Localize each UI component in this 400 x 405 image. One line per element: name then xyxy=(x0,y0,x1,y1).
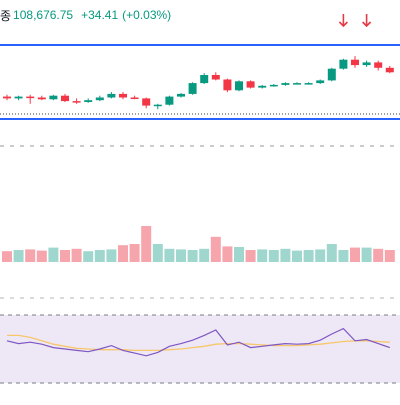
candle-body[interactable] xyxy=(304,83,313,85)
volume-bar xyxy=(199,248,210,262)
volume-bar xyxy=(164,248,175,262)
volume-bar xyxy=(187,250,198,262)
volume-bar xyxy=(118,245,128,262)
volume-bar xyxy=(373,248,384,262)
candle-body[interactable] xyxy=(327,68,336,81)
volume-bar xyxy=(25,249,36,262)
volume-bar xyxy=(245,250,256,262)
volume-bar xyxy=(292,250,302,262)
candle-body[interactable] xyxy=(72,101,81,103)
candle-body[interactable] xyxy=(385,67,394,73)
down-arrow-icon xyxy=(338,14,348,28)
candle-body[interactable] xyxy=(119,93,127,98)
candle-body[interactable] xyxy=(235,81,243,91)
volume-bar xyxy=(257,249,268,262)
volume-bar xyxy=(152,244,163,262)
candle-body[interactable] xyxy=(165,96,174,105)
candle-body[interactable] xyxy=(153,104,162,107)
candle-body[interactable] xyxy=(37,97,46,100)
candle-body[interactable] xyxy=(130,97,139,100)
volume-bar xyxy=(303,250,314,262)
volume-bar xyxy=(60,250,70,262)
arrow-head xyxy=(338,21,348,28)
candle-body[interactable] xyxy=(269,84,278,87)
candle-body[interactable] xyxy=(339,59,348,69)
price-panel[interactable] xyxy=(0,14,400,147)
candle-body[interactable] xyxy=(26,96,35,99)
volume-bar xyxy=(210,236,221,262)
volume-bar xyxy=(361,247,372,262)
volume-bar xyxy=(2,251,12,262)
volume-bar xyxy=(13,250,24,262)
candle-body[interactable] xyxy=(281,83,290,85)
volume-bar xyxy=(234,247,244,262)
candle-body[interactable] xyxy=(107,93,116,98)
candle-body[interactable] xyxy=(142,98,151,106)
candle-body[interactable] xyxy=(374,62,383,68)
price-header: 종 108,676.75 +34.41 (+0.03%) xyxy=(0,5,171,25)
candle-body[interactable] xyxy=(351,59,359,66)
volume-bar xyxy=(106,249,117,262)
volume-bar xyxy=(71,248,82,262)
volume-bar xyxy=(338,250,349,262)
candle-body[interactable] xyxy=(188,83,197,94)
price-label: 종 xyxy=(0,8,12,23)
price-change: +34.41 xyxy=(81,8,119,22)
candle-body[interactable] xyxy=(49,95,58,100)
candle-body[interactable] xyxy=(223,79,232,91)
candle-body[interactable] xyxy=(362,62,371,66)
volume-bar xyxy=(384,250,395,262)
volume-bar xyxy=(268,250,279,262)
volume-bar xyxy=(83,251,94,262)
volume-bar xyxy=(326,244,337,262)
candle-body[interactable] xyxy=(177,93,185,97)
rsi-panel xyxy=(0,314,400,384)
candle-body[interactable] xyxy=(84,100,93,102)
candle-body[interactable] xyxy=(200,75,209,84)
candle-body[interactable] xyxy=(258,85,267,88)
volume-bar xyxy=(315,249,326,262)
volume-bar xyxy=(36,250,47,262)
last-price: 108,676.75 xyxy=(13,8,74,22)
arrow-head xyxy=(362,21,372,28)
candle-body[interactable] xyxy=(61,95,69,102)
price-change-percent: (+0.03%) xyxy=(122,8,172,22)
volume-bar xyxy=(129,244,140,262)
candle-body[interactable] xyxy=(95,97,104,101)
volume-panel xyxy=(0,226,400,299)
volume-bar xyxy=(94,250,105,262)
volume-bar xyxy=(141,226,152,262)
candle-body[interactable] xyxy=(211,75,220,80)
volume-bar xyxy=(222,246,233,262)
candle-body[interactable] xyxy=(293,83,301,85)
volume-bar xyxy=(350,247,360,262)
down-arrow-icon xyxy=(362,14,372,28)
candle-body[interactable] xyxy=(246,81,255,88)
volume-bar xyxy=(176,249,186,262)
volume-bar xyxy=(280,248,291,262)
candle-body[interactable] xyxy=(316,80,325,84)
candle-body[interactable] xyxy=(14,96,23,99)
rsi-line xyxy=(6,327,390,357)
volume-bar xyxy=(48,247,59,262)
candle-body[interactable] xyxy=(3,96,11,99)
rsi-ma-line xyxy=(7,334,390,352)
